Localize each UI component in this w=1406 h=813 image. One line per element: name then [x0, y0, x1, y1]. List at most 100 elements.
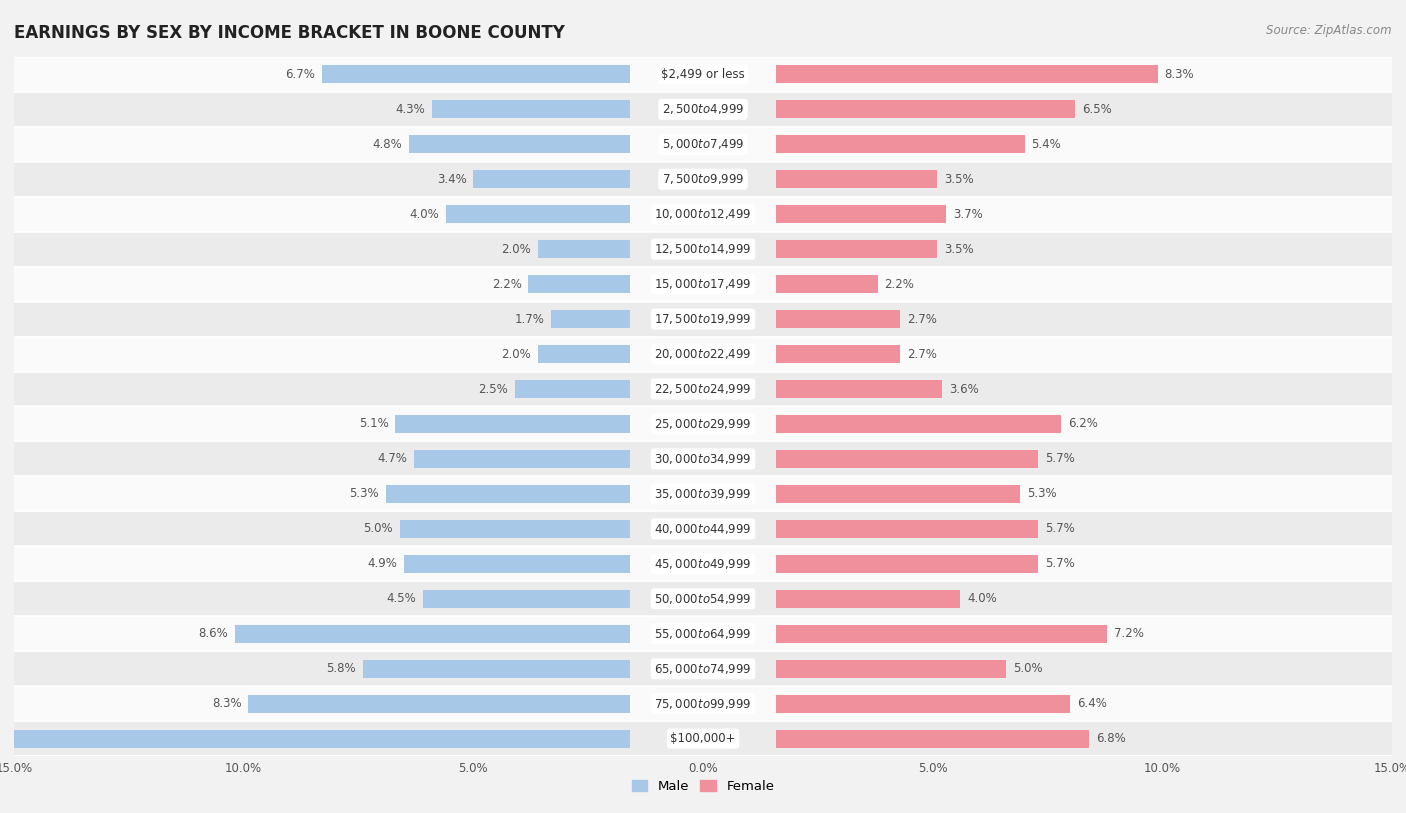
Text: 2.0%: 2.0% — [501, 243, 531, 255]
Text: 6.2%: 6.2% — [1069, 418, 1098, 430]
Text: EARNINGS BY SEX BY INCOME BRACKET IN BOONE COUNTY: EARNINGS BY SEX BY INCOME BRACKET IN BOO… — [14, 24, 565, 42]
Text: $7,500 to $9,999: $7,500 to $9,999 — [662, 172, 744, 186]
Text: $30,000 to $34,999: $30,000 to $34,999 — [654, 452, 752, 466]
Bar — [14, 372, 1392, 406]
Bar — [14, 581, 1392, 616]
Bar — [413, 450, 630, 468]
Bar — [776, 65, 1157, 84]
Bar — [776, 205, 946, 224]
Bar — [14, 406, 1392, 441]
Bar — [14, 616, 1392, 651]
Text: $22,500 to $24,999: $22,500 to $24,999 — [654, 382, 752, 396]
Text: 8.6%: 8.6% — [198, 628, 228, 640]
Text: 5.7%: 5.7% — [1045, 558, 1076, 570]
Bar — [14, 92, 1392, 127]
Bar — [14, 302, 1392, 337]
Bar — [249, 694, 630, 713]
Text: 2.7%: 2.7% — [907, 313, 938, 325]
Bar — [409, 135, 630, 154]
Text: 2.5%: 2.5% — [478, 383, 508, 395]
Bar — [14, 197, 1392, 232]
Text: $20,000 to $22,499: $20,000 to $22,499 — [654, 347, 752, 361]
Text: 4.8%: 4.8% — [373, 138, 402, 150]
Text: $35,000 to $39,999: $35,000 to $39,999 — [654, 487, 752, 501]
Text: 6.7%: 6.7% — [285, 68, 315, 80]
Text: 5.1%: 5.1% — [359, 418, 388, 430]
Bar — [537, 240, 630, 259]
Bar — [0, 729, 630, 748]
Bar — [322, 65, 630, 84]
Text: 2.7%: 2.7% — [907, 348, 938, 360]
Bar — [776, 694, 1070, 713]
Bar — [432, 100, 630, 119]
Text: $2,499 or less: $2,499 or less — [661, 68, 745, 80]
Text: 4.0%: 4.0% — [967, 593, 997, 605]
Bar — [14, 721, 1392, 756]
Bar — [405, 554, 630, 573]
Bar — [14, 441, 1392, 476]
Bar — [529, 275, 630, 293]
Text: 3.5%: 3.5% — [945, 243, 974, 255]
Bar — [14, 546, 1392, 581]
Bar — [776, 554, 1038, 573]
Bar — [363, 659, 630, 678]
Text: 3.6%: 3.6% — [949, 383, 979, 395]
Text: 5.3%: 5.3% — [350, 488, 380, 500]
Text: 3.5%: 3.5% — [945, 173, 974, 185]
Text: 3.7%: 3.7% — [953, 208, 983, 220]
Legend: Male, Female: Male, Female — [626, 775, 780, 798]
Text: 8.3%: 8.3% — [212, 698, 242, 710]
Text: 4.0%: 4.0% — [409, 208, 439, 220]
Bar — [14, 127, 1392, 162]
Text: 8.3%: 8.3% — [1164, 68, 1194, 80]
Bar — [776, 345, 900, 363]
Text: 6.4%: 6.4% — [1077, 698, 1107, 710]
Text: $25,000 to $29,999: $25,000 to $29,999 — [654, 417, 752, 431]
Text: 6.8%: 6.8% — [1095, 733, 1125, 745]
Bar — [14, 57, 1392, 92]
Bar — [776, 520, 1038, 538]
Text: $2,500 to $4,999: $2,500 to $4,999 — [662, 102, 744, 116]
Text: 4.5%: 4.5% — [387, 593, 416, 605]
Bar — [387, 485, 630, 503]
Text: 4.9%: 4.9% — [368, 558, 398, 570]
Bar — [399, 520, 630, 538]
Text: $75,000 to $99,999: $75,000 to $99,999 — [654, 697, 752, 711]
Bar — [14, 162, 1392, 197]
Text: Source: ZipAtlas.com: Source: ZipAtlas.com — [1267, 24, 1392, 37]
Bar — [776, 170, 938, 189]
Text: 5.7%: 5.7% — [1045, 453, 1076, 465]
Text: $100,000+: $100,000+ — [671, 733, 735, 745]
Text: 7.2%: 7.2% — [1114, 628, 1144, 640]
Text: $12,500 to $14,999: $12,500 to $14,999 — [654, 242, 752, 256]
Text: $10,000 to $12,499: $10,000 to $12,499 — [654, 207, 752, 221]
Bar — [14, 511, 1392, 546]
Text: $45,000 to $49,999: $45,000 to $49,999 — [654, 557, 752, 571]
Text: 5.4%: 5.4% — [1032, 138, 1062, 150]
Bar — [776, 485, 1019, 503]
Bar — [776, 275, 877, 293]
Text: 4.3%: 4.3% — [395, 103, 425, 115]
Text: $17,500 to $19,999: $17,500 to $19,999 — [654, 312, 752, 326]
Text: $15,000 to $17,499: $15,000 to $17,499 — [654, 277, 752, 291]
Bar — [14, 232, 1392, 267]
Bar — [14, 651, 1392, 686]
Text: $55,000 to $64,999: $55,000 to $64,999 — [654, 627, 752, 641]
Bar — [515, 380, 630, 398]
Bar — [474, 170, 630, 189]
Bar — [776, 240, 938, 259]
Bar — [776, 624, 1107, 643]
Text: 5.3%: 5.3% — [1026, 488, 1056, 500]
Text: 5.0%: 5.0% — [363, 523, 392, 535]
Text: 5.7%: 5.7% — [1045, 523, 1076, 535]
Bar — [446, 205, 630, 224]
Text: 6.5%: 6.5% — [1083, 103, 1112, 115]
Bar — [776, 729, 1088, 748]
Text: $5,000 to $7,499: $5,000 to $7,499 — [662, 137, 744, 151]
Bar — [776, 380, 942, 398]
Bar — [395, 415, 630, 433]
Text: 4.7%: 4.7% — [377, 453, 406, 465]
Bar — [776, 450, 1038, 468]
Bar — [235, 624, 630, 643]
Bar — [776, 100, 1076, 119]
